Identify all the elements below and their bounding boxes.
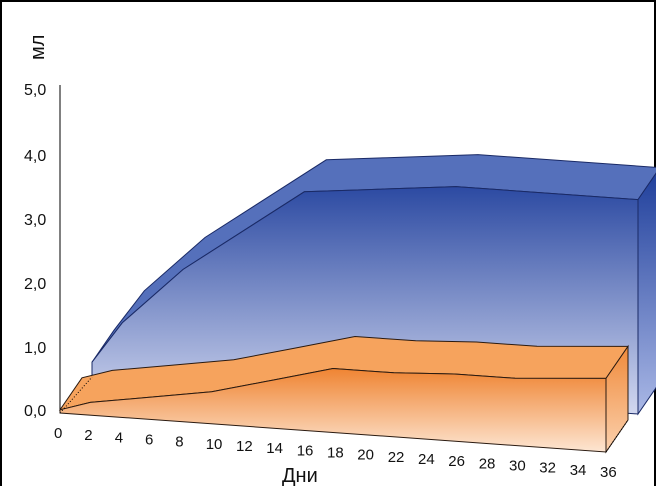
x-tick-label: 2 (84, 427, 92, 444)
x-tick-label: 20 (357, 447, 374, 464)
x-tick-label: 34 (570, 462, 587, 479)
x-tick-label: 26 (448, 453, 465, 470)
x-tick-labels: 0 2 4 6 8 10 12 14 16 18 20 22 24 26 28 30 32 34 36 (54, 425, 617, 481)
x-tick-label: 28 (479, 455, 496, 472)
x-tick-label: 14 (266, 440, 283, 457)
x-tick-label: 8 (175, 434, 183, 451)
x-tick-label: 36 (600, 464, 617, 481)
x-tick-label: 12 (236, 438, 253, 455)
x-tick-label: 24 (418, 451, 435, 468)
x-tick-label: 4 (115, 429, 123, 446)
y-tick-label: 4,0 (24, 148, 46, 165)
x-axis-title: Дни (282, 465, 318, 486)
series-front (58, 335, 629, 454)
x-tick-label: 32 (539, 460, 556, 477)
x-tick-label: 18 (327, 445, 344, 462)
y-tick-label: 2,0 (24, 276, 46, 293)
depth-guide-right (605, 419, 629, 453)
depth-guide-left (59, 376, 93, 414)
x-tick-label: 6 (145, 432, 153, 449)
y-tick-label: 0,0 (24, 403, 46, 420)
y-axis-title: мл (27, 35, 49, 60)
x-tick-label: 22 (388, 449, 405, 466)
series-back-side-face (637, 172, 656, 416)
x-tick-label: 30 (509, 458, 526, 475)
series-front-side-face (605, 344, 629, 454)
y-tick-label: 5,0 (24, 82, 46, 99)
y-tick-label: 1,0 (24, 340, 46, 357)
x-tick-label: 10 (206, 436, 223, 453)
y-tick-labels: 5,0 4,0 3,0 2,0 1,0 0,0 (24, 82, 46, 420)
y-tick-label: 3,0 (24, 212, 46, 229)
x-tick-label: 0 (54, 425, 62, 442)
x-tick-label: 16 (297, 442, 314, 459)
